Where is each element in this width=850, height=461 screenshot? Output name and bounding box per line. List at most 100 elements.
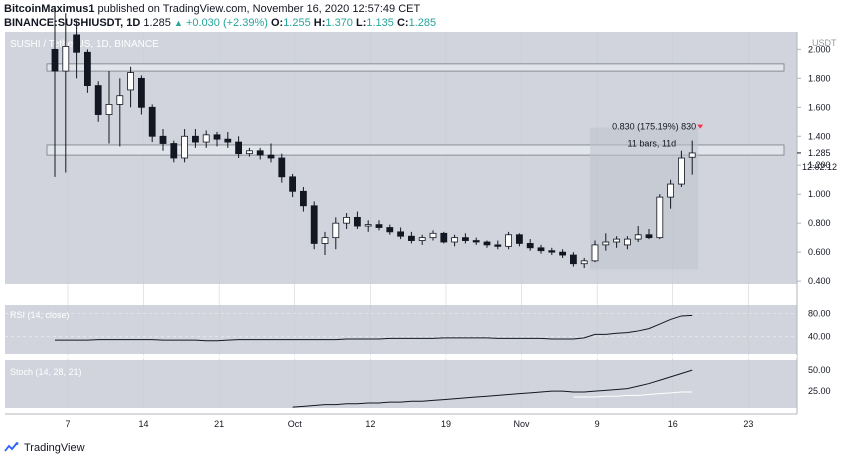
resistance-zone [46, 144, 785, 156]
candle-body[interactable] [429, 232, 437, 239]
open-label: O: [270, 17, 284, 29]
y-tick-label: 2.000 [808, 44, 831, 54]
candle-body[interactable] [332, 222, 340, 239]
candle-body[interactable] [461, 237, 469, 241]
arrow-down-icon [697, 124, 704, 129]
candle-body[interactable] [537, 247, 545, 252]
author-name[interactable]: BitcoinMaximus1 [4, 3, 95, 15]
candle-body[interactable] [148, 106, 156, 137]
candle-body[interactable] [105, 104, 113, 115]
high-value: 1.370 [325, 17, 353, 29]
candle-body[interactable] [483, 241, 491, 246]
candle-body[interactable] [84, 51, 91, 86]
candle-body[interactable] [613, 238, 620, 243]
candle-body[interactable] [656, 196, 664, 239]
stoch-k-line [292, 369, 693, 408]
stoch-pane-bg [5, 360, 797, 408]
candle-body[interactable] [213, 134, 221, 140]
x-tick-label: 19 [441, 419, 451, 429]
candle-body[interactable] [116, 95, 124, 105]
candle-body[interactable] [62, 46, 70, 72]
candle-body[interactable] [364, 224, 372, 227]
candle-body[interactable] [245, 150, 253, 155]
candle-body[interactable] [678, 157, 685, 185]
candle-body[interactable] [94, 85, 102, 115]
candle-body[interactable] [137, 77, 145, 108]
candle-body[interactable] [310, 205, 318, 244]
x-tick-label: 7 [65, 419, 70, 429]
resistance-zone [46, 63, 785, 72]
price-change: +0.030 (+2.39%) [185, 17, 268, 29]
candle-body[interactable] [418, 237, 426, 241]
candle-body[interactable] [224, 138, 232, 143]
candle-body[interactable] [127, 72, 134, 91]
candle-body[interactable] [602, 241, 610, 246]
y-tick-label: 1.600 [808, 102, 831, 112]
rsi-line [55, 314, 693, 342]
candle-body[interactable] [73, 34, 80, 53]
candle-body[interactable] [494, 244, 502, 247]
x-tick-label: 9 [595, 419, 600, 429]
x-tick-label: 21 [214, 419, 224, 429]
stoch-tick-label: 25.00 [808, 386, 831, 396]
symbol-label: BINANCE:SUSHIUSDT, 1D [4, 17, 141, 29]
candle-body[interactable] [235, 141, 243, 155]
candle-body[interactable] [667, 183, 674, 198]
candle-body[interactable] [580, 260, 588, 265]
close-value: 1.285 [408, 17, 437, 29]
candle-body[interactable] [688, 152, 696, 158]
candle-body[interactable] [624, 238, 631, 246]
candle-body[interactable] [516, 234, 523, 244]
candle-body[interactable] [278, 157, 286, 178]
candle-body[interactable] [526, 243, 534, 249]
candle-body[interactable] [202, 134, 210, 143]
candle-body[interactable] [375, 224, 383, 228]
candle-body[interactable] [645, 234, 653, 239]
rsi-tick-label: 40.00 [808, 332, 831, 342]
y-tick-label: 1.400 [808, 131, 831, 141]
candle-body[interactable] [256, 150, 264, 156]
rsi-pane-bg [5, 305, 797, 354]
measure-box [590, 127, 699, 270]
x-tick-label: 12 [365, 419, 375, 429]
candle-body[interactable] [634, 234, 642, 240]
candle-body[interactable] [299, 190, 307, 207]
y-tick-label: 1.200 [808, 160, 831, 170]
open-value: 1.255 [283, 17, 311, 29]
candle-body[interactable] [170, 143, 178, 159]
candle-body[interactable] [343, 216, 351, 224]
candle-body[interactable] [51, 48, 59, 72]
tradingview-footer[interactable]: TradingView [4, 442, 85, 454]
x-tick-label: Nov [514, 419, 531, 429]
candle-body[interactable] [407, 235, 415, 241]
candle-body[interactable] [191, 135, 199, 143]
candle-body[interactable] [548, 250, 556, 253]
y-tick-label: 0.600 [808, 247, 831, 257]
price-axis-bg [800, 32, 849, 432]
low-label: L: [355, 17, 367, 29]
close-label: C: [396, 17, 409, 29]
x-tick-label: 14 [139, 419, 149, 429]
current-price-label: 1.285 [808, 148, 831, 158]
candle-body[interactable] [321, 237, 329, 244]
candle-body[interactable] [505, 234, 513, 247]
candle-body[interactable] [267, 154, 275, 159]
candle-body[interactable] [386, 227, 394, 233]
candle-body[interactable] [181, 135, 189, 159]
candle-body[interactable] [451, 237, 459, 243]
candle-body[interactable] [289, 176, 297, 192]
candle-body[interactable] [559, 251, 566, 256]
candle-body[interactable] [159, 135, 167, 144]
tradingview-brand: TradingView [24, 442, 85, 454]
y-tick-label: 1.000 [808, 189, 831, 199]
candle-body[interactable] [570, 254, 577, 265]
publish-header: BitcoinMaximus1 published on TradingView… [4, 3, 420, 15]
symbol-header: BINANCE:SUSHIUSDT, 1D 1.285 ▲ +0.030 (+2… [4, 17, 436, 29]
candle-body[interactable] [397, 231, 405, 237]
candle-body[interactable] [353, 216, 361, 227]
candle-body[interactable] [440, 232, 448, 243]
candle-body[interactable] [472, 240, 480, 243]
measure-bars-label: 11 bars, 11d [627, 139, 676, 149]
candle-body[interactable] [591, 244, 599, 262]
